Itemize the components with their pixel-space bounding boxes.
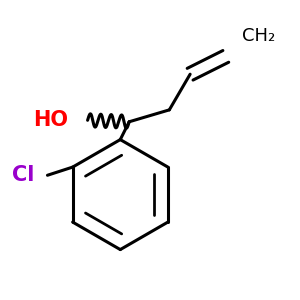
Text: CH₂: CH₂ [242, 27, 275, 45]
Text: Cl: Cl [12, 165, 34, 185]
Text: HO: HO [33, 110, 68, 130]
